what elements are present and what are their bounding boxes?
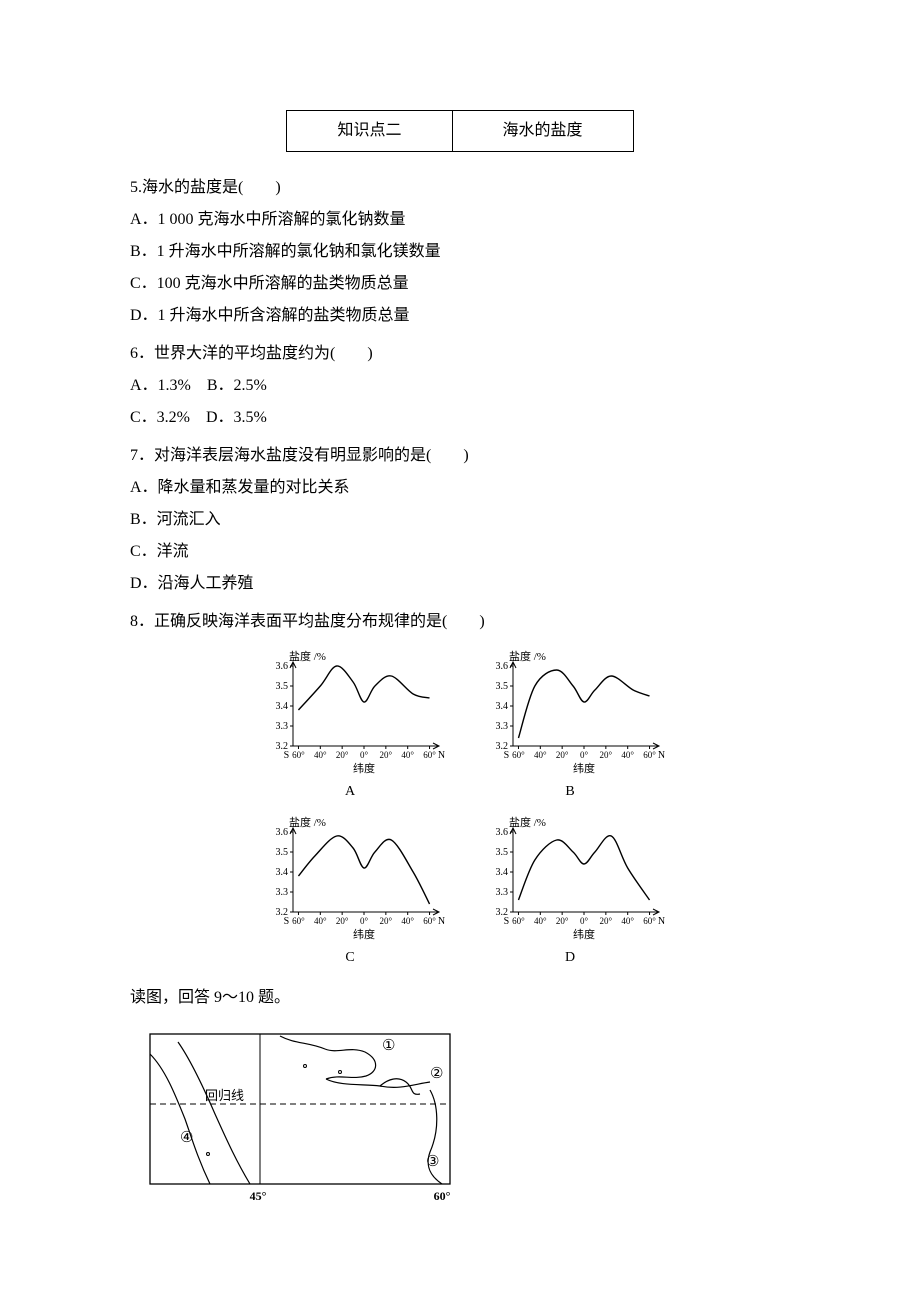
svg-text:20°: 20° <box>380 750 393 760</box>
svg-text:45°: 45° <box>250 1189 267 1203</box>
q7-opt-b: B．河流汇入 <box>130 504 790 536</box>
question-7: 7．对海洋表层海水盐度没有明显影响的是( ) A．降水量和蒸发量的对比关系 B．… <box>130 440 790 600</box>
svg-text:S: S <box>284 750 290 761</box>
svg-text:0°: 0° <box>580 916 589 926</box>
map-figure: 回归线 45° 60° ① ② ③ ④ <box>130 1024 790 1214</box>
q5-opt-d: D．1 升海水中所含溶解的盐类物质总量 <box>130 300 790 332</box>
svg-text:3.4: 3.4 <box>496 701 509 712</box>
svg-text:60°: 60° <box>292 916 305 926</box>
svg-text:60°: 60° <box>643 750 656 760</box>
svg-text:60°: 60° <box>512 916 525 926</box>
svg-text:3.6: 3.6 <box>276 827 289 838</box>
svg-text:盐度 /%: 盐度 /% <box>289 815 326 829</box>
svg-text:40°: 40° <box>534 750 547 760</box>
svg-text:60°: 60° <box>643 916 656 926</box>
svg-text:0°: 0° <box>360 750 369 760</box>
svg-text:盐度 /%: 盐度 /% <box>509 815 546 829</box>
svg-text:40°: 40° <box>314 916 327 926</box>
svg-text:3.5: 3.5 <box>496 847 509 858</box>
svg-text:60°: 60° <box>423 916 436 926</box>
svg-text:3.3: 3.3 <box>276 887 289 898</box>
q5-opt-c: C．100 克海水中所溶解的盐类物质总量 <box>130 268 790 300</box>
q5-opt-a: A．1 000 克海水中所溶解的氯化钠数量 <box>130 204 790 236</box>
svg-text:20°: 20° <box>556 750 569 760</box>
svg-text:纬度: 纬度 <box>573 927 595 941</box>
svg-text:盐度 /%: 盐度 /% <box>289 649 326 663</box>
svg-text:60°: 60° <box>512 750 525 760</box>
svg-text:纬度: 纬度 <box>353 927 375 941</box>
chart-b-letter: B <box>475 778 665 806</box>
q6-line2: C．3.2% D．3.5% <box>130 402 790 434</box>
svg-text:20°: 20° <box>336 750 349 760</box>
q7-opt-c: C．洋流 <box>130 536 790 568</box>
svg-text:3.5: 3.5 <box>276 847 289 858</box>
q7-opt-a: A．降水量和蒸发量的对比关系 <box>130 472 790 504</box>
svg-text:3.6: 3.6 <box>276 661 289 672</box>
svg-text:3.3: 3.3 <box>276 721 289 732</box>
chart-d-letter: D <box>475 944 665 972</box>
question-8: 8．正确反映海洋表面平均盐度分布规律的是( ) <box>130 606 790 638</box>
q5-opt-b: B．1 升海水中所溶解的氯化钠和氯化镁数量 <box>130 236 790 268</box>
svg-text:②: ② <box>430 1066 443 1082</box>
chart-a-letter: A <box>255 778 445 806</box>
svg-text:40°: 40° <box>621 750 634 760</box>
svg-text:20°: 20° <box>380 916 393 926</box>
svg-text:20°: 20° <box>336 916 349 926</box>
svg-text:N: N <box>438 750 445 761</box>
svg-text:40°: 40° <box>314 750 327 760</box>
chart-c: 3.23.33.43.53.6盐度 /%60°40°20°0°20°40°60°… <box>255 814 445 972</box>
svg-text:60°: 60° <box>423 750 436 760</box>
svg-text:N: N <box>658 750 665 761</box>
svg-text:3.4: 3.4 <box>276 701 289 712</box>
q8-charts-grid: 3.23.33.43.53.6盐度 /%60°40°20°0°20°40°60°… <box>130 648 790 972</box>
svg-text:3.3: 3.3 <box>496 887 509 898</box>
svg-text:3.4: 3.4 <box>496 867 509 878</box>
svg-text:①: ① <box>382 1038 395 1054</box>
svg-text:回归线: 回归线 <box>205 1088 244 1103</box>
q6-line1: A．1.3% B．2.5% <box>130 370 790 402</box>
svg-text:20°: 20° <box>600 916 613 926</box>
svg-text:纬度: 纬度 <box>353 761 375 775</box>
svg-text:S: S <box>284 916 290 927</box>
svg-text:3.4: 3.4 <box>276 867 289 878</box>
svg-text:N: N <box>438 916 445 927</box>
section-header-table: 知识点二 海水的盐度 <box>286 110 633 152</box>
chart-d: 3.23.33.43.53.6盐度 /%60°40°20°0°20°40°60°… <box>475 814 665 972</box>
svg-text:40°: 40° <box>401 750 414 760</box>
svg-text:④: ④ <box>180 1130 193 1146</box>
svg-text:3.6: 3.6 <box>496 661 509 672</box>
svg-text:S: S <box>504 916 510 927</box>
svg-text:20°: 20° <box>556 916 569 926</box>
q5-stem: 5.海水的盐度是( ) <box>130 172 790 204</box>
q7-opt-d: D．沿海人工养殖 <box>130 568 790 600</box>
svg-text:盐度 /%: 盐度 /% <box>509 649 546 663</box>
chart-b: 3.23.33.43.53.6盐度 /%60°40°20°0°20°40°60°… <box>475 648 665 806</box>
header-cell-right: 海水的盐度 <box>452 111 633 152</box>
header-cell-left: 知识点二 <box>287 111 452 152</box>
question-6: 6．世界大洋的平均盐度约为( ) A．1.3% B．2.5% C．3.2% D．… <box>130 338 790 434</box>
svg-text:纬度: 纬度 <box>573 761 595 775</box>
q9-intro: 读图，回答 9～10 题。 <box>130 982 790 1014</box>
svg-text:0°: 0° <box>580 750 589 760</box>
svg-text:3.5: 3.5 <box>276 681 289 692</box>
svg-text:③: ③ <box>426 1154 439 1170</box>
svg-text:S: S <box>504 750 510 761</box>
question-5: 5.海水的盐度是( ) A．1 000 克海水中所溶解的氯化钠数量 B．1 升海… <box>130 172 790 332</box>
svg-text:3.6: 3.6 <box>496 827 509 838</box>
svg-text:40°: 40° <box>621 916 634 926</box>
svg-text:40°: 40° <box>401 916 414 926</box>
q7-stem: 7．对海洋表层海水盐度没有明显影响的是( ) <box>130 440 790 472</box>
svg-text:3.3: 3.3 <box>496 721 509 732</box>
svg-text:20°: 20° <box>600 750 613 760</box>
svg-text:60°: 60° <box>434 1189 451 1203</box>
svg-text:3.5: 3.5 <box>496 681 509 692</box>
chart-a: 3.23.33.43.53.6盐度 /%60°40°20°0°20°40°60°… <box>255 648 445 806</box>
svg-text:60°: 60° <box>292 750 305 760</box>
chart-c-letter: C <box>255 944 445 972</box>
svg-text:N: N <box>658 916 665 927</box>
q6-stem: 6．世界大洋的平均盐度约为( ) <box>130 338 790 370</box>
q8-stem: 8．正确反映海洋表面平均盐度分布规律的是( ) <box>130 606 790 638</box>
svg-text:0°: 0° <box>360 916 369 926</box>
svg-text:40°: 40° <box>534 916 547 926</box>
